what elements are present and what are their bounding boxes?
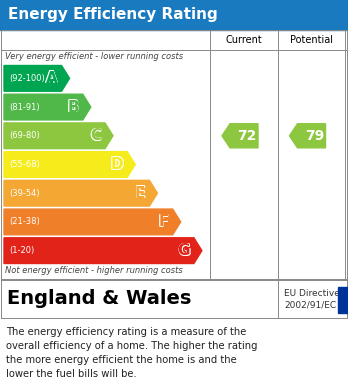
Text: G: G: [177, 244, 189, 259]
Text: B: B: [67, 100, 79, 115]
Text: (55-68): (55-68): [9, 160, 40, 169]
Text: F: F: [158, 215, 168, 230]
Polygon shape: [4, 123, 113, 149]
Text: D: D: [111, 156, 124, 171]
Text: Not energy efficient - higher running costs: Not energy efficient - higher running co…: [5, 266, 183, 275]
Polygon shape: [4, 152, 135, 178]
Text: 72: 72: [237, 129, 257, 143]
Text: B: B: [66, 100, 78, 115]
Text: C: C: [90, 128, 102, 143]
Text: G: G: [177, 242, 190, 258]
Text: (1-20): (1-20): [9, 246, 34, 255]
Bar: [338, 287, 348, 313]
Text: D: D: [111, 158, 124, 172]
Text: 79: 79: [305, 129, 324, 143]
Text: Current: Current: [226, 35, 262, 45]
Text: E: E: [135, 186, 145, 201]
Text: B: B: [66, 100, 78, 115]
Text: A: A: [45, 72, 57, 86]
Bar: [0, 0, 348, 30]
Text: Very energy efficient - lower running costs: Very energy efficient - lower running co…: [5, 52, 183, 61]
Text: E: E: [136, 186, 146, 201]
Text: B: B: [67, 99, 79, 114]
Text: B: B: [68, 99, 79, 114]
Text: Energy Efficiency Rating: Energy Efficiency Rating: [8, 7, 218, 23]
Text: A: A: [46, 71, 58, 86]
Text: F: F: [158, 214, 168, 230]
Text: G: G: [177, 242, 189, 258]
Text: E: E: [134, 185, 145, 200]
Text: F: F: [159, 215, 169, 230]
Text: D: D: [110, 157, 122, 172]
Text: F: F: [158, 214, 168, 229]
Text: D: D: [111, 157, 124, 172]
Text: (92-100): (92-100): [9, 74, 45, 83]
Text: C: C: [90, 128, 102, 143]
Text: D: D: [111, 158, 123, 172]
Text: (21-38): (21-38): [9, 217, 40, 226]
Text: C: C: [89, 129, 101, 144]
Text: F: F: [159, 214, 169, 229]
Text: D: D: [110, 156, 122, 171]
Text: England & Wales: England & Wales: [7, 289, 191, 308]
Text: A: A: [45, 71, 57, 86]
Text: C: C: [89, 128, 101, 143]
Text: B: B: [68, 100, 79, 115]
Text: D: D: [111, 157, 123, 172]
Text: A: A: [46, 71, 57, 86]
Text: G: G: [177, 243, 189, 258]
Text: E: E: [134, 186, 145, 201]
Polygon shape: [222, 124, 258, 148]
Text: EU Directive
2002/91/EC: EU Directive 2002/91/EC: [284, 289, 340, 309]
Text: E: E: [135, 187, 145, 201]
Text: A: A: [46, 70, 57, 85]
Text: F: F: [158, 214, 169, 229]
Text: B: B: [67, 100, 79, 115]
Text: (81-91): (81-91): [9, 102, 40, 111]
Text: A: A: [46, 72, 57, 86]
Text: F: F: [158, 215, 169, 230]
Text: F: F: [159, 214, 169, 230]
Polygon shape: [4, 94, 91, 120]
Text: G: G: [178, 243, 190, 258]
Text: C: C: [90, 129, 101, 144]
Text: G: G: [177, 243, 190, 258]
Text: E: E: [136, 187, 146, 201]
Text: G: G: [178, 242, 190, 258]
Text: C: C: [90, 128, 101, 143]
Text: E: E: [135, 185, 145, 200]
Text: The energy efficiency rating is a measure of the
overall efficiency of a home. T: The energy efficiency rating is a measur…: [6, 327, 258, 379]
Text: D: D: [111, 156, 123, 171]
Polygon shape: [4, 238, 202, 264]
Text: (69-80): (69-80): [9, 131, 40, 140]
Polygon shape: [4, 180, 157, 206]
Text: A: A: [45, 70, 57, 85]
Text: B: B: [68, 100, 79, 115]
Text: C: C: [89, 128, 101, 143]
Text: E: E: [136, 185, 146, 200]
Bar: [0, 279, 348, 319]
Text: Potential: Potential: [290, 35, 333, 45]
Polygon shape: [4, 209, 181, 235]
Text: F: F: [158, 214, 169, 230]
Text: C: C: [90, 128, 101, 143]
Text: (39-54): (39-54): [9, 189, 40, 198]
Text: G: G: [178, 244, 190, 259]
Polygon shape: [4, 66, 70, 91]
Text: E: E: [134, 187, 145, 201]
Text: A: A: [46, 72, 58, 86]
Bar: [0, 319, 348, 391]
Text: G: G: [177, 244, 190, 259]
Text: B: B: [66, 99, 78, 114]
Polygon shape: [290, 124, 325, 148]
Text: A: A: [46, 70, 58, 85]
Text: C: C: [90, 129, 102, 144]
Text: D: D: [110, 158, 122, 172]
